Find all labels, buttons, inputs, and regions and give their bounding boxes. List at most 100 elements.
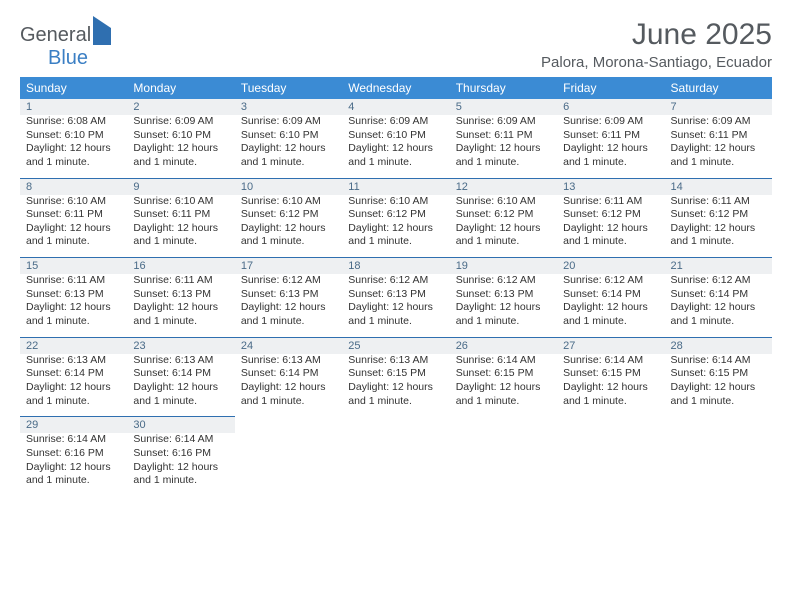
dow-friday: Friday [557,77,664,99]
sunrise-line: Sunrise: 6:14 AM [671,354,766,368]
sunset-line: Sunset: 6:10 PM [26,129,121,143]
sunset-line: Sunset: 6:14 PM [241,367,336,381]
day-cell: Sunrise: 6:14 AMSunset: 6:16 PMDaylight:… [127,433,234,496]
sunrise-line: Sunrise: 6:11 AM [563,195,658,209]
sunrise-line: Sunrise: 6:10 AM [241,195,336,209]
day-number-cell: 10 [235,178,342,195]
day-number-cell: 1 [20,99,127,115]
sunset-line: Sunset: 6:10 PM [241,129,336,143]
day-cell: Sunrise: 6:10 AMSunset: 6:12 PMDaylight:… [235,195,342,258]
logo-word-1: General [20,24,91,46]
daylight-line: Daylight: 12 hours and 1 minute. [26,301,121,328]
daylight-line: Daylight: 12 hours and 1 minute. [348,301,443,328]
logo-word-2: Blue [20,47,88,69]
day-number-cell: 9 [127,178,234,195]
daylight-line: Daylight: 12 hours and 1 minute. [348,381,443,408]
sunset-line: Sunset: 6:13 PM [133,288,228,302]
sunset-line: Sunset: 6:12 PM [348,208,443,222]
day-content-row: Sunrise: 6:11 AMSunset: 6:13 PMDaylight:… [20,274,772,337]
day-number-cell: 26 [450,337,557,354]
day-number-cell [235,417,342,434]
dow-wednesday: Wednesday [342,77,449,99]
sunset-line: Sunset: 6:16 PM [26,447,121,461]
sunrise-line: Sunrise: 6:09 AM [671,115,766,129]
day-cell: Sunrise: 6:09 AMSunset: 6:11 PMDaylight:… [665,115,772,178]
calendar-body: 1234567Sunrise: 6:08 AMSunset: 6:10 PMDa… [20,99,772,496]
sunrise-line: Sunrise: 6:10 AM [456,195,551,209]
daylight-line: Daylight: 12 hours and 1 minute. [456,381,551,408]
day-cell: Sunrise: 6:09 AMSunset: 6:11 PMDaylight:… [450,115,557,178]
day-number-cell: 14 [665,178,772,195]
sunrise-line: Sunrise: 6:09 AM [456,115,551,129]
logo: General Blue [20,18,111,70]
day-number-cell [342,417,449,434]
logo-triangle-icon [93,16,111,45]
day-number-cell: 4 [342,99,449,115]
day-of-week-row: Sunday Monday Tuesday Wednesday Thursday… [20,77,772,99]
sunrise-line: Sunrise: 6:12 AM [348,274,443,288]
day-content-row: Sunrise: 6:10 AMSunset: 6:11 PMDaylight:… [20,195,772,258]
day-number-cell: 11 [342,178,449,195]
daylight-line: Daylight: 12 hours and 1 minute. [133,142,228,169]
day-cell: Sunrise: 6:09 AMSunset: 6:11 PMDaylight:… [557,115,664,178]
day-number-cell: 24 [235,337,342,354]
sunrise-line: Sunrise: 6:12 AM [456,274,551,288]
daylight-line: Daylight: 12 hours and 1 minute. [241,301,336,328]
sunrise-line: Sunrise: 6:11 AM [671,195,766,209]
daylight-line: Daylight: 12 hours and 1 minute. [348,142,443,169]
sunrise-line: Sunrise: 6:12 AM [241,274,336,288]
daylight-line: Daylight: 12 hours and 1 minute. [671,301,766,328]
day-cell: Sunrise: 6:14 AMSunset: 6:16 PMDaylight:… [20,433,127,496]
sunrise-line: Sunrise: 6:13 AM [133,354,228,368]
day-cell: Sunrise: 6:12 AMSunset: 6:14 PMDaylight:… [557,274,664,337]
sunrise-line: Sunrise: 6:14 AM [26,433,121,447]
day-cell: Sunrise: 6:13 AMSunset: 6:14 PMDaylight:… [127,354,234,417]
daylight-line: Daylight: 12 hours and 1 minute. [563,222,658,249]
daylight-line: Daylight: 12 hours and 1 minute. [133,381,228,408]
day-number-cell [557,417,664,434]
sunset-line: Sunset: 6:11 PM [563,129,658,143]
day-number-cell: 2 [127,99,234,115]
sunrise-line: Sunrise: 6:09 AM [241,115,336,129]
calendar-table: Sunday Monday Tuesday Wednesday Thursday… [20,77,772,496]
day-number-cell: 27 [557,337,664,354]
sunset-line: Sunset: 6:12 PM [241,208,336,222]
title-block: June 2025 Palora, Morona-Santiago, Ecuad… [541,18,772,71]
day-cell: Sunrise: 6:10 AMSunset: 6:11 PMDaylight:… [127,195,234,258]
sunrise-line: Sunrise: 6:09 AM [133,115,228,129]
daylight-line: Daylight: 12 hours and 1 minute. [26,222,121,249]
day-cell: Sunrise: 6:14 AMSunset: 6:15 PMDaylight:… [450,354,557,417]
sunset-line: Sunset: 6:14 PM [563,288,658,302]
day-number-cell [450,417,557,434]
sunset-line: Sunset: 6:15 PM [563,367,658,381]
sunset-line: Sunset: 6:16 PM [133,447,228,461]
dow-saturday: Saturday [665,77,772,99]
day-cell: Sunrise: 6:10 AMSunset: 6:12 PMDaylight:… [450,195,557,258]
day-cell: Sunrise: 6:12 AMSunset: 6:14 PMDaylight:… [665,274,772,337]
day-cell: Sunrise: 6:12 AMSunset: 6:13 PMDaylight:… [342,274,449,337]
day-cell: Sunrise: 6:10 AMSunset: 6:11 PMDaylight:… [20,195,127,258]
day-number-cell: 21 [665,258,772,275]
sunset-line: Sunset: 6:13 PM [348,288,443,302]
daylight-line: Daylight: 12 hours and 1 minute. [241,222,336,249]
day-number-row: 2930 [20,417,772,434]
day-number-row: 22232425262728 [20,337,772,354]
day-number-cell: 13 [557,178,664,195]
day-cell [665,433,772,496]
sunrise-line: Sunrise: 6:14 AM [456,354,551,368]
day-cell: Sunrise: 6:13 AMSunset: 6:15 PMDaylight:… [342,354,449,417]
sunrise-line: Sunrise: 6:11 AM [133,274,228,288]
daylight-line: Daylight: 12 hours and 1 minute. [133,301,228,328]
daylight-line: Daylight: 12 hours and 1 minute. [26,461,121,488]
sunset-line: Sunset: 6:15 PM [671,367,766,381]
day-number-cell: 22 [20,337,127,354]
location-text: Palora, Morona-Santiago, Ecuador [541,54,772,71]
day-number-cell: 6 [557,99,664,115]
day-cell: Sunrise: 6:11 AMSunset: 6:13 PMDaylight:… [127,274,234,337]
sunset-line: Sunset: 6:13 PM [241,288,336,302]
day-number-cell: 17 [235,258,342,275]
day-cell: Sunrise: 6:13 AMSunset: 6:14 PMDaylight:… [20,354,127,417]
day-cell: Sunrise: 6:11 AMSunset: 6:12 PMDaylight:… [665,195,772,258]
sunset-line: Sunset: 6:15 PM [456,367,551,381]
daylight-line: Daylight: 12 hours and 1 minute. [671,142,766,169]
